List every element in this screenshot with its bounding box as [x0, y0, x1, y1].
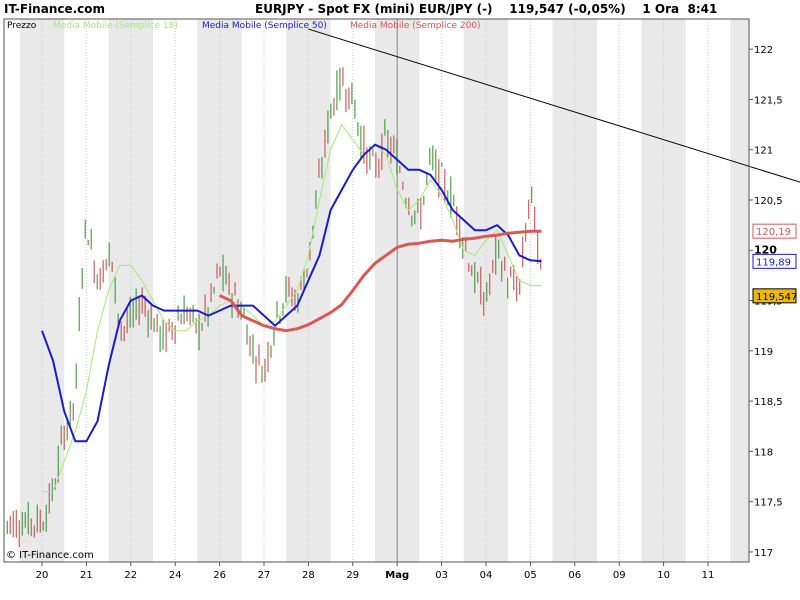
- y-tick-label: 117: [754, 548, 773, 559]
- x-tick-label: 06: [568, 570, 581, 581]
- site-name: IT-Finance.com: [4, 2, 106, 16]
- legend-entry: Media Mobile (Semplice 50): [202, 21, 327, 31]
- x-tick-label: 21: [80, 570, 93, 581]
- x-tick-label: 03: [435, 570, 448, 581]
- x-tick-label: 24: [169, 570, 182, 581]
- trendline: [308, 28, 800, 183]
- y-tick-label: 121,5: [754, 95, 783, 106]
- x-tick-label: 11: [702, 570, 715, 581]
- last-price-change: 119,547 (-0,05%): [509, 2, 626, 16]
- session-band: [730, 19, 749, 562]
- x-tick-label: 28: [302, 570, 315, 581]
- x-tick-label: Mag: [385, 570, 409, 581]
- x-tick-label: 05: [524, 570, 537, 581]
- x-tick-label: 29: [346, 570, 359, 581]
- y-tick-label-120: 120: [754, 243, 777, 256]
- x-tick-label: 20: [36, 570, 49, 581]
- instrument-title: EURJPY - Spot FX (mini) EUR/JPY (-) 119,…: [255, 2, 718, 16]
- ma200-line: [218, 229, 542, 333]
- chart-header: IT-Finance.com EURJPY - Spot FX (mini) E…: [0, 0, 800, 20]
- plot-frame: [3, 18, 750, 563]
- ma18-line: [42, 124, 542, 493]
- ma50-line: [41, 143, 542, 443]
- ma200-value-tag-box: [752, 223, 797, 239]
- y-tick-label: 118,5: [754, 397, 783, 408]
- interval: 1 Ora: [642, 2, 680, 16]
- legend-entry: Media Mobile (Semplice 18): [53, 21, 178, 31]
- y-tick-label: 122: [754, 45, 773, 56]
- last-price-tag: 119,547: [756, 292, 797, 303]
- y-tick-label: 120,5: [754, 196, 783, 207]
- ma50-value-tag: 119,89: [756, 257, 791, 268]
- legend-entry: Media Mobile (Semplice 200): [350, 21, 481, 31]
- ma200-value-tag: 120,19: [756, 227, 791, 238]
- x-tick-label: 09: [613, 570, 626, 581]
- x-tick-label: 26: [213, 570, 226, 581]
- x-tick-label: 10: [657, 570, 670, 581]
- last-price-tag-box: [752, 288, 797, 304]
- y-tick-label: 119: [754, 347, 773, 358]
- x-tick-label: 22: [124, 570, 137, 581]
- y-tick-label: 117,5: [754, 498, 783, 509]
- watermark: © IT-Finance.com: [6, 550, 94, 561]
- y-tick-label: 118: [754, 447, 773, 458]
- x-tick-label: 27: [258, 570, 271, 581]
- legend-entry: Prezzo: [7, 21, 37, 31]
- ma50-value-tag-box: [752, 253, 797, 269]
- x-tick-label: 04: [480, 570, 493, 581]
- timestamp: 8:41: [687, 2, 718, 16]
- y-tick-label: 121: [754, 146, 773, 157]
